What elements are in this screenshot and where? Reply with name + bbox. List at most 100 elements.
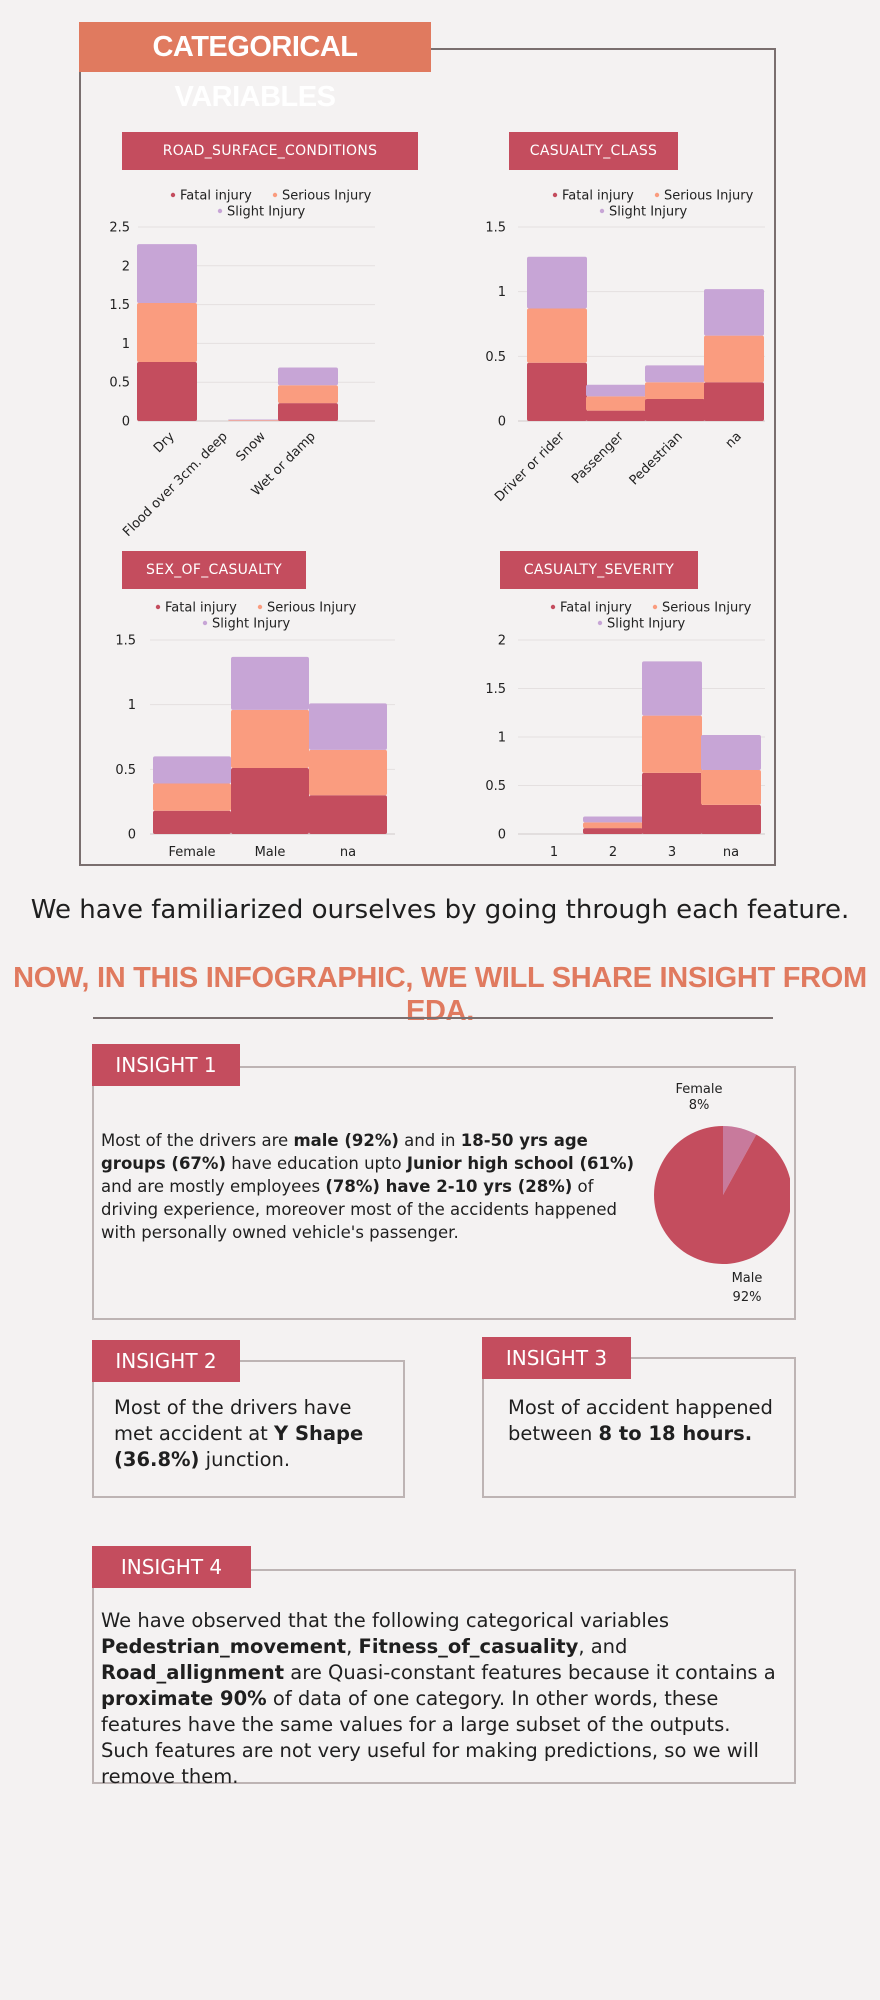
insight3-bold-hours: 8 to 18 hours. <box>598 1422 753 1445</box>
bar-segment-fatal <box>309 795 387 834</box>
x-tick-label: Driver or rider <box>492 429 568 505</box>
legend-label-serious: Serious Injury <box>282 189 372 204</box>
y-tick-label: 1 <box>128 698 136 713</box>
bar-segment-slight <box>586 384 646 397</box>
bar-segment-serious <box>153 783 231 811</box>
pie-slice-male <box>654 1126 790 1264</box>
bar-segment-slight <box>645 365 705 383</box>
insight2-text-part: junction. <box>199 1448 291 1471</box>
chart-title-casualty-class: CASUALTY_CLASS <box>509 132 678 170</box>
bar-segment-fatal <box>586 410 646 421</box>
x-tick-label: Dry <box>151 429 178 456</box>
y-tick-label: 2.5 <box>109 221 130 236</box>
y-tick-label: 1 <box>498 731 506 746</box>
bar-segment-serious <box>704 335 764 383</box>
legend-label-fatal: Fatal injury <box>180 189 252 204</box>
bar-segment-fatal <box>527 362 587 421</box>
eda-heading: NOW, IN THIS INFOGRAPHIC, WE WILL SHARE … <box>13 962 867 1027</box>
bar-segment-serious <box>309 749 387 796</box>
pie-label-male-pct: 92% <box>733 1290 762 1305</box>
x-tick-label: Pedestrian <box>627 429 686 488</box>
legend-label-slight: Slight Injury <box>227 205 305 220</box>
insight4-bold-proximate: proximate 90% <box>101 1687 267 1710</box>
insight2-text: Most of the drivers have met accident at… <box>114 1395 394 1473</box>
insight4-bold-road: Road_allignment <box>101 1661 285 1684</box>
insight4-text-part: of data of one category. In other words,… <box>101 1687 759 1788</box>
y-tick-label: 1.5 <box>485 221 506 236</box>
legend-marker-slight <box>217 208 223 214</box>
x-tick-label: na <box>340 845 356 860</box>
x-tick-label: 3 <box>668 845 676 860</box>
legend-marker-serious <box>654 192 660 198</box>
bar-segment-fatal <box>278 403 338 421</box>
bar-segment-slight <box>527 256 587 309</box>
bar-segment-serious <box>228 420 288 421</box>
bar-segment-slight <box>704 289 764 336</box>
insight3-box <box>482 1357 796 1498</box>
bar-segment-fatal <box>645 399 705 421</box>
bar-segment-slight <box>309 703 387 750</box>
bar-segment-slight <box>153 756 231 784</box>
x-tick-label: 2 <box>609 845 617 860</box>
bar-segment-serious <box>642 715 702 773</box>
y-tick-label: 1 <box>498 285 506 300</box>
insight1-text-part: of driving experience, moreover most of … <box>101 1177 618 1242</box>
legend-marker-serious <box>652 604 658 610</box>
bar-segment-fatal <box>701 804 761 834</box>
y-tick-label: 1.5 <box>115 634 136 649</box>
y-tick-label: 0.5 <box>485 779 506 794</box>
insight4-bold-fitness: Fitness_of_casuality <box>358 1635 579 1658</box>
legend-marker-fatal <box>550 604 556 610</box>
insight4-text-part: , <box>346 1635 359 1658</box>
legend-marker-fatal <box>552 192 558 198</box>
y-tick-label: 0.5 <box>109 376 130 391</box>
bar-segment-serious <box>645 382 705 400</box>
insight4-text-part: We have observed that the following cate… <box>101 1609 670 1632</box>
insight1-text-part: and in <box>398 1131 461 1150</box>
legend-label-fatal: Fatal injury <box>560 601 632 616</box>
legend-label-slight: Slight Injury <box>212 617 290 632</box>
bar-segment-fatal <box>137 362 197 421</box>
insight1-bold-male: male (92%) <box>293 1131 399 1150</box>
insight3-text-part: Most of accident happened between <box>508 1396 773 1445</box>
bar-segment-slight <box>583 816 643 823</box>
y-tick-label: 0 <box>128 828 136 843</box>
bar-segment-fatal <box>231 768 309 834</box>
bar-segment-serious <box>527 308 587 363</box>
insight4-box <box>92 1569 796 1784</box>
bar-segment-fatal <box>704 382 764 421</box>
x-tick-label: 1 <box>550 845 558 860</box>
x-tick-label: Snow <box>233 429 269 465</box>
legend-marker-fatal <box>155 604 161 610</box>
insight1-tag: INSIGHT 1 <box>92 1044 240 1086</box>
bar-segment-serious <box>137 303 197 363</box>
section-title-banner: CATEGORICAL VARIABLES <box>79 22 431 113</box>
bar-segment-serious <box>231 709 309 769</box>
x-tick-label: Passenger <box>569 429 627 487</box>
insight4-text-part: are Quasi-constant features because it c… <box>284 1661 776 1684</box>
y-tick-label: 2 <box>498 634 506 649</box>
familiarized-statement: We have familiarized ourselves by going … <box>30 895 850 925</box>
legend-label-fatal: Fatal injury <box>165 601 237 616</box>
x-tick-label: Flood over 3cm. deep <box>120 429 231 540</box>
bar-segment-serious <box>583 822 643 829</box>
insight1-text-part: and are mostly employees <box>101 1177 326 1196</box>
bar-segment-serious <box>701 769 761 805</box>
legend-label-slight: Slight Injury <box>609 205 687 220</box>
insight1-text-part: Most of the drivers are <box>101 1131 294 1150</box>
y-tick-label: 1.5 <box>485 682 506 697</box>
bar-segment-serious <box>586 396 646 411</box>
x-tick-label: na <box>723 429 745 451</box>
insight4-tag: INSIGHT 4 <box>92 1546 251 1588</box>
pie-label-male-name: Male <box>732 1271 763 1286</box>
y-tick-label: 0.5 <box>485 350 506 365</box>
bar-segment-fatal <box>583 828 643 834</box>
insight1-bold-education: Junior high school (61%) <box>406 1154 635 1173</box>
insight2-tag: INSIGHT 2 <box>92 1340 240 1382</box>
y-tick-label: 2 <box>122 259 130 274</box>
chart-title-casualty-severity: CASUALTY_SEVERITY <box>500 551 698 589</box>
x-tick-label: na <box>723 845 739 860</box>
insight2-box <box>92 1360 405 1498</box>
